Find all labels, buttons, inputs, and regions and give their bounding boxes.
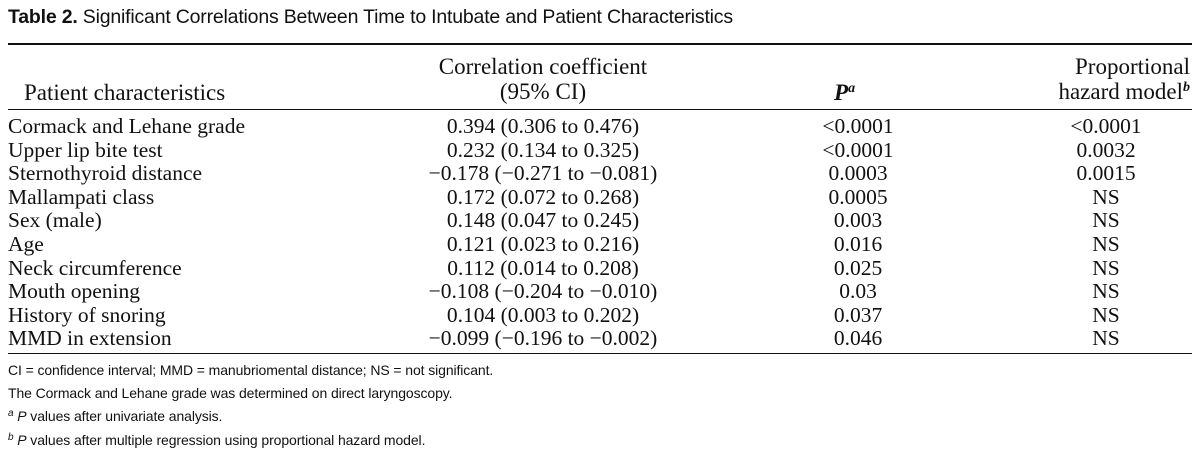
footnote-grade-note: The Cormack and Lehane grade was determi… xyxy=(8,385,453,401)
cell-correlation-coefficient: 0.148 (0.047 to 0.245) xyxy=(446,208,640,233)
table-row: Age 0.121 (0.023 to 0.216) 0.016 NS xyxy=(0,232,1200,256)
cell-characteristic: Mouth opening xyxy=(8,279,140,304)
header-correlation-coefficient: Correlation coefficient (95% CI) xyxy=(420,54,666,104)
cell-characteristic: History of snoring xyxy=(8,302,166,327)
cell-p-value: 0.003 xyxy=(833,208,883,233)
cell-p-value: 0.0005 xyxy=(828,184,888,209)
cell-characteristic: Upper lip bite test xyxy=(8,137,163,162)
cell-correlation-coefficient: −0.178 (−0.271 to −0.081) xyxy=(428,161,658,186)
table-row: Cormack and Lehane grade 0.394 (0.306 to … xyxy=(0,114,1200,138)
table-row: MMD in extension −0.099 (−0.196 to −0.002… xyxy=(0,326,1200,350)
footnote-b-mark: b xyxy=(8,432,14,443)
cell-correlation-coefficient: 0.112 (0.014 to 0.208) xyxy=(447,255,639,280)
table-header-rule xyxy=(8,109,1192,110)
header-proportional-hazard: Proportional hazard modelb xyxy=(990,54,1190,108)
cell-characteristic: Neck circumference xyxy=(8,255,182,280)
cell-correlation-coefficient: 0.172 (0.072 to 0.268) xyxy=(446,184,640,209)
cell-hazard-model: NS xyxy=(1092,326,1120,351)
cell-hazard-model: NS xyxy=(1092,232,1120,256)
cell-hazard-model: <0.0001 xyxy=(1070,114,1142,138)
table-row: Neck circumference 0.112 (0.014 to 0.208)… xyxy=(0,256,1200,280)
header-p-footnote-mark: a xyxy=(848,81,856,96)
cell-correlation-coefficient: 0.232 (0.134 to 0.325) xyxy=(446,137,640,162)
cell-p-value: 0.016 xyxy=(833,232,883,256)
header-p-label: P xyxy=(834,80,849,105)
cell-correlation-coefficient: 0.121 (0.023 to 0.216) xyxy=(446,232,640,256)
cell-p-value: <0.0001 xyxy=(822,137,894,162)
cell-hazard-model: 0.0015 xyxy=(1076,161,1136,186)
footnote-a-text: values after univariate analysis. xyxy=(26,408,223,424)
table-bottom-rule xyxy=(8,353,1192,354)
cell-correlation-coefficient: −0.099 (−0.196 to −0.002) xyxy=(428,326,658,351)
header-hazard-line2-text: hazard model xyxy=(1058,79,1183,104)
cell-characteristic: Sternothyroid distance xyxy=(8,161,203,186)
header-correlation-line2: (95% CI) xyxy=(499,79,587,104)
footnote-b-text: values after multiple regression using p… xyxy=(26,432,426,448)
cell-p-value: 0.025 xyxy=(833,255,883,280)
footnote-a-mark: a xyxy=(8,408,14,419)
table-row: Sternothyroid distance −0.178 (−0.271 to … xyxy=(0,161,1200,185)
cell-p-value: 0.037 xyxy=(833,302,883,327)
cell-characteristic: Cormack and Lehane grade xyxy=(8,114,245,138)
cell-hazard-model: NS xyxy=(1092,208,1120,233)
table-row: Upper lip bite test 0.232 (0.134 to 0.325… xyxy=(0,138,1200,162)
footnote-abbreviations: CI = confidence interval; MMD = manubrio… xyxy=(8,362,494,378)
footnote-a: a P values after univariate analysis. xyxy=(8,408,222,424)
cell-correlation-coefficient: 0.104 (0.003 to 0.202) xyxy=(446,302,640,327)
cell-hazard-model: 0.0032 xyxy=(1076,137,1136,162)
table-row: History of snoring 0.104 (0.003 to 0.202)… xyxy=(0,303,1200,327)
cell-correlation-coefficient: 0.394 (0.306 to 0.476) xyxy=(446,114,640,138)
header-hazard-footnote-mark: b xyxy=(1183,80,1190,95)
header-patient-characteristics: Patient characteristics xyxy=(24,80,226,105)
table-number: Table 2. xyxy=(8,6,78,28)
header-p-value: Pa xyxy=(834,80,855,109)
table-row: Mouth opening −0.108 (−0.204 to −0.010) 0.… xyxy=(0,279,1200,303)
cell-characteristic: Sex (male) xyxy=(8,208,102,233)
header-hazard-line1: Proportional xyxy=(1075,54,1190,79)
cell-hazard-model: NS xyxy=(1092,255,1120,280)
cell-correlation-coefficient: −0.108 (−0.204 to −0.010) xyxy=(428,279,658,304)
table-top-rule xyxy=(8,43,1192,45)
footnote-b: b P values after multiple regression usi… xyxy=(8,432,425,448)
header-correlation-line1: Correlation coefficient xyxy=(438,54,648,79)
cell-hazard-model: NS xyxy=(1092,279,1120,304)
cell-characteristic: Age xyxy=(8,232,44,256)
footnote-b-p: P xyxy=(17,432,27,448)
cell-characteristic: Mallampati class xyxy=(8,184,155,209)
cell-hazard-model: NS xyxy=(1092,184,1120,209)
cell-p-value: 0.046 xyxy=(833,326,883,351)
cell-characteristic: MMD in extension xyxy=(8,326,172,351)
cell-p-value: <0.0001 xyxy=(822,114,894,138)
table-row: Mallampati class 0.172 (0.072 to 0.268) 0.… xyxy=(0,185,1200,209)
cell-hazard-model: NS xyxy=(1092,302,1120,327)
table-caption: Table 2. Significant Correlations Betwee… xyxy=(8,6,733,29)
table-title: Significant Correlations Between Time to… xyxy=(82,6,733,28)
header-hazard-line2: hazard modelb xyxy=(990,79,1190,108)
footnote-a-p: P xyxy=(17,408,27,424)
cell-p-value: 0.03 xyxy=(839,279,877,304)
cell-p-value: 0.0003 xyxy=(828,161,888,186)
table-row: Sex (male) 0.148 (0.047 to 0.245) 0.003 NS xyxy=(0,208,1200,232)
